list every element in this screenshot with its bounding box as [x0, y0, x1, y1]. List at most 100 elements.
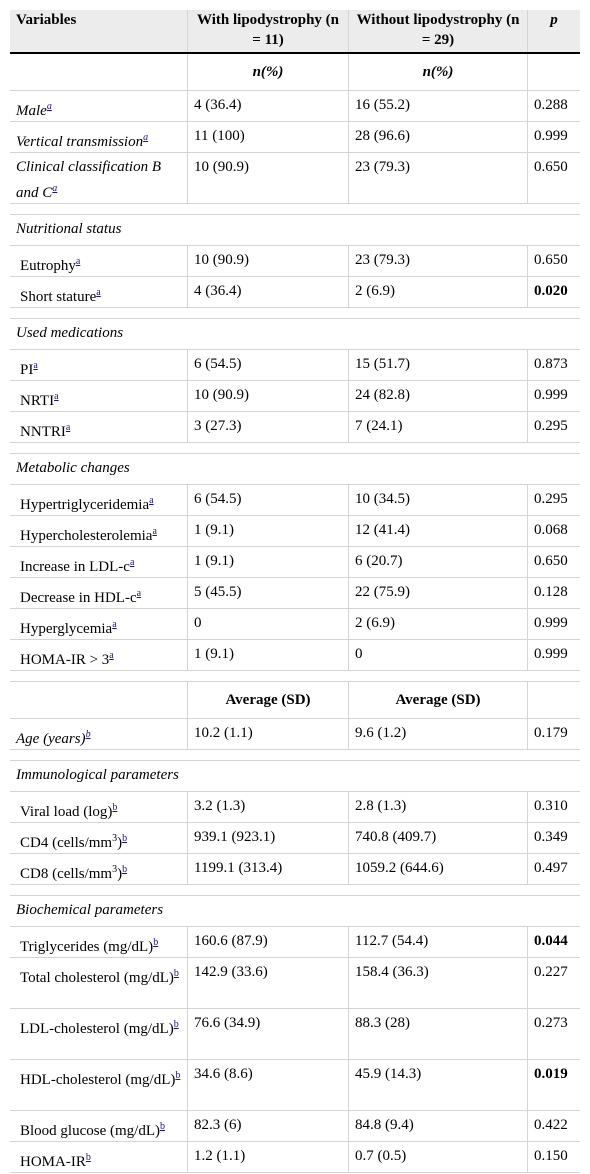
cell-without: 23 (79.3) — [349, 153, 528, 203]
table-row: Hypercholesterolemiaa 1 (9.1) 12 (41.4) … — [10, 516, 580, 547]
cell-with: 1199.1 (313.4) — [188, 854, 349, 884]
subheader-average: Average (SD) Average (SD) — [10, 682, 580, 719]
footnote-link[interactable]: a — [149, 495, 154, 506]
table-row: PIa 6 (54.5) 15 (51.7) 0.873 — [10, 350, 580, 381]
table-row: Blood glucose (mg/dL)b 82.3 (6) 84.8 (9.… — [10, 1111, 580, 1142]
cell-p: 0.650 — [534, 553, 568, 569]
cell-with: 4 (36.4) — [188, 91, 349, 121]
row-label: Viral load (log)b — [10, 792, 188, 822]
cell-with: 10.2 (1.1) — [188, 719, 349, 749]
cell-without: 15 (51.7) — [349, 350, 528, 380]
cell-with: 4 (36.4) — [188, 277, 349, 307]
cell-without: 84.8 (9.4) — [349, 1111, 528, 1141]
footnote-link[interactable]: a — [109, 650, 114, 661]
subheader-n-percent-with: n(%) — [188, 54, 349, 90]
cell-with: 3 (27.3) — [188, 412, 349, 442]
cell-with: 10 (90.9) — [188, 246, 349, 276]
row-label: Clinical classification B and Ca — [10, 153, 188, 203]
cell-p: 0.999 — [534, 387, 568, 403]
cell-without: 10 (34.5) — [349, 485, 528, 515]
cell-without: 2 (6.9) — [349, 609, 528, 639]
footnote-link[interactable]: a — [143, 132, 149, 143]
footnote-link[interactable]: b — [173, 968, 179, 979]
cell-p: 0.179 — [534, 725, 568, 741]
footnote-link[interactable]: b — [159, 1121, 165, 1132]
footnote-link[interactable]: a — [33, 360, 38, 371]
footnote-link[interactable]: b — [122, 864, 128, 875]
cell-p: 0.422 — [534, 1117, 568, 1133]
table-row: CD8 (cells/mm3)b 1199.1 (313.4) 1059.2 (… — [10, 854, 580, 885]
section-header: Immunological parameters — [10, 761, 580, 792]
cell-without: 22 (75.9) — [349, 578, 528, 608]
footnote-link[interactable]: b — [153, 937, 159, 948]
row-label: Decrease in HDL-ca — [10, 578, 188, 608]
spacer-row — [10, 204, 580, 215]
footnote-link[interactable]: a — [54, 391, 59, 402]
row-label: HDL-cholesterol (mg/dL)b — [10, 1060, 188, 1110]
row-label: Triglycerides (mg/dL)b — [10, 927, 188, 957]
spacer-row — [10, 308, 580, 319]
row-label: Hypertriglyceridemiaa — [10, 485, 188, 515]
footnote-link[interactable]: a — [152, 526, 157, 537]
footnote-link[interactable]: a — [129, 557, 135, 568]
cell-p: 0.650 — [534, 159, 568, 175]
cell-without: 23 (79.3) — [349, 246, 528, 276]
cell-without: 740.8 (409.7) — [349, 823, 528, 853]
cell-with: 0 — [188, 609, 349, 639]
table-row: Vertical transmissiona 11 (100) 28 (96.6… — [10, 122, 580, 153]
spacer-row — [10, 671, 580, 682]
section-nutritional-status: Nutritional status — [16, 221, 122, 237]
row-label: CD8 (cells/mm3)b — [10, 854, 188, 884]
footnote-link[interactable]: b — [175, 1070, 181, 1081]
cell-with: 939.1 (923.1) — [188, 823, 349, 853]
cell-with: 10 (90.9) — [188, 381, 349, 411]
cell-without: 45.9 (14.3) — [349, 1060, 528, 1110]
footnote-link[interactable]: b — [85, 1152, 91, 1163]
table-row: Hypertriglyceridemiaa 6 (54.5) 10 (34.5)… — [10, 485, 580, 516]
row-label: Malea — [10, 91, 188, 121]
footnote-link[interactable]: b — [173, 1019, 179, 1030]
cell-p: 0.650 — [534, 252, 568, 268]
row-label: Age (years)b — [10, 719, 188, 749]
row-label: Eutrophya — [10, 246, 188, 276]
cell-without: 0 — [349, 640, 528, 670]
row-label: Increase in LDL-ca — [10, 547, 188, 577]
table-row: HDL-cholesterol (mg/dL)b 34.6 (8.6) 45.9… — [10, 1060, 580, 1111]
cell-with: 1 (9.1) — [188, 640, 349, 670]
row-label: Hyperglycemiaa — [10, 609, 188, 639]
cell-p: 0.128 — [534, 584, 568, 600]
table-row: Decrease in HDL-ca 5 (45.5) 22 (75.9) 0.… — [10, 578, 580, 609]
subheader-average-with: Average (SD) — [188, 682, 349, 718]
table-row: Age (years)b 10.2 (1.1) 9.6 (1.2) 0.179 — [10, 719, 580, 750]
footnote-link[interactable]: b — [122, 833, 128, 844]
footnote-link[interactable]: a — [65, 422, 71, 433]
cell-without: 12 (41.4) — [349, 516, 528, 546]
footnote-link[interactable]: a — [52, 183, 58, 194]
table-row: Malea 4 (36.4) 16 (55.2) 0.288 — [10, 91, 580, 122]
cell-without: 88.3 (28) — [349, 1009, 528, 1059]
cell-p: 0.310 — [534, 798, 568, 814]
footnote-link[interactable]: b — [112, 802, 118, 813]
table-row: HOMA-IRb 1.2 (1.1) 0.7 (0.5) 0.150 — [10, 1142, 580, 1173]
table-row: HOMA-IR > 3a 1 (9.1) 0 0.999 — [10, 640, 580, 671]
section-header: Metabolic changes — [10, 454, 580, 485]
footnote-link[interactable]: a — [136, 588, 142, 599]
spacer-row — [10, 750, 580, 761]
footnote-link[interactable]: a — [96, 287, 101, 298]
header-without-lipodystrophy: Without lipodystrophy (n = 29) — [349, 10, 528, 52]
cell-p: 0.273 — [534, 1015, 568, 1031]
cell-p: 0.999 — [534, 615, 568, 631]
section-header: Used medications — [10, 319, 580, 350]
table-row: Increase in LDL-ca 1 (9.1) 6 (20.7) 0.65… — [10, 547, 580, 578]
footnote-link[interactable]: a — [112, 619, 117, 630]
table-row: Eutrophya 10 (90.9) 23 (79.3) 0.650 — [10, 246, 580, 277]
cell-with: 6 (54.5) — [188, 350, 349, 380]
footnote-link[interactable]: a — [75, 256, 81, 267]
footnote-link[interactable]: a — [46, 101, 52, 112]
cell-without: 112.7 (54.4) — [349, 927, 528, 957]
section-header: Nutritional status — [10, 215, 580, 246]
spacer-row — [10, 885, 580, 896]
footnote-link[interactable]: b — [85, 729, 91, 740]
cell-p: 0.068 — [534, 522, 568, 538]
cell-without: 16 (55.2) — [349, 91, 528, 121]
